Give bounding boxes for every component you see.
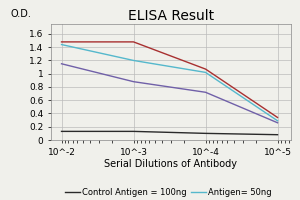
- Text: O.D.: O.D.: [10, 9, 31, 19]
- Antigen= 100ng: [276, 116, 279, 119]
- Control Antigen = 100ng: [204, 132, 207, 135]
- Antigen= 50ng: [60, 43, 63, 46]
- Control Antigen = 100ng: [276, 133, 279, 136]
- Control Antigen = 100ng: [132, 130, 135, 133]
- Antigen= 10ng: [132, 80, 135, 83]
- Antigen= 50ng: [204, 71, 207, 74]
- Legend: Control Antigen = 100ng, Antigen= 10ng, Antigen= 50ng, Antigen= 100ng: Control Antigen = 100ng, Antigen= 10ng, …: [65, 188, 277, 200]
- Antigen= 50ng: [276, 120, 279, 122]
- Line: Antigen= 100ng: Antigen= 100ng: [61, 42, 278, 117]
- Antigen= 10ng: [204, 91, 207, 93]
- Line: Antigen= 10ng: Antigen= 10ng: [61, 64, 278, 123]
- Antigen= 100ng: [132, 41, 135, 43]
- Line: Control Antigen = 100ng: Control Antigen = 100ng: [61, 131, 278, 135]
- Title: ELISA Result: ELISA Result: [128, 9, 214, 23]
- X-axis label: Serial Dilutions of Antibody: Serial Dilutions of Antibody: [104, 159, 238, 169]
- Line: Antigen= 50ng: Antigen= 50ng: [61, 45, 278, 121]
- Antigen= 100ng: [204, 68, 207, 70]
- Antigen= 10ng: [276, 122, 279, 124]
- Control Antigen = 100ng: [60, 130, 63, 133]
- Antigen= 10ng: [60, 63, 63, 65]
- Antigen= 50ng: [132, 59, 135, 62]
- Antigen= 100ng: [60, 41, 63, 43]
